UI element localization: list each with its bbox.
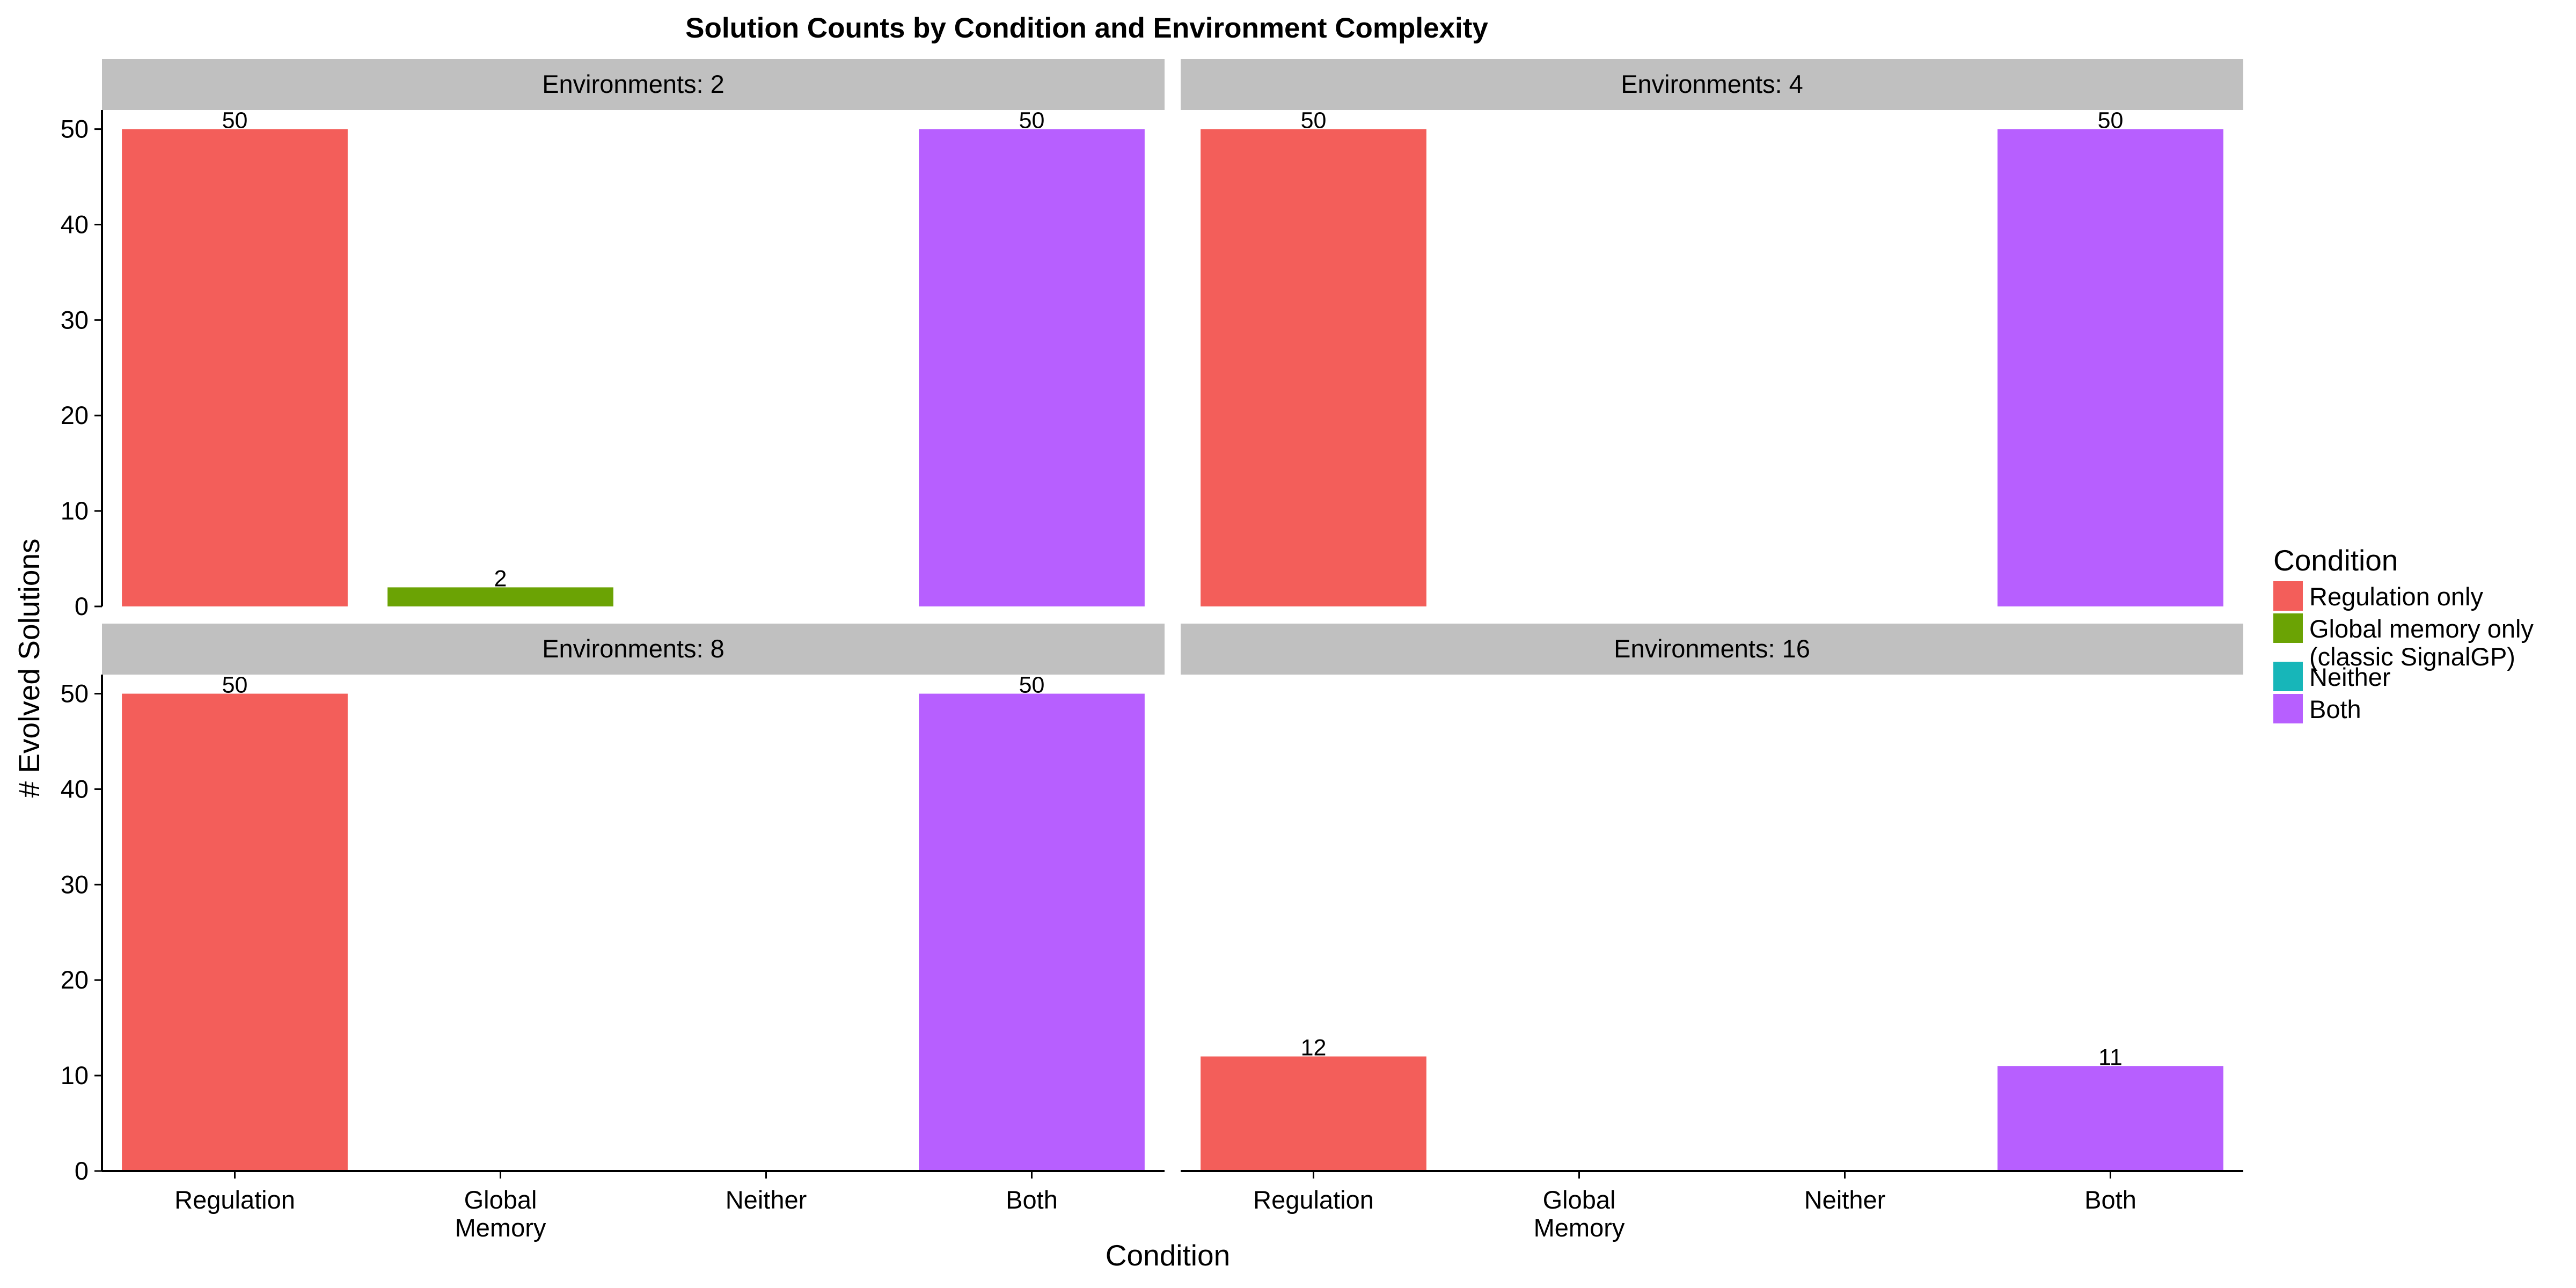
bar-value-label: 50 — [222, 108, 248, 134]
bar — [1997, 1066, 2223, 1171]
facet-panel: Environments: 8 50 50 0 10 20 30 40 50 Regulation… — [61, 624, 1165, 1242]
legend-label: Both — [2309, 695, 2361, 723]
bar — [1201, 129, 1426, 607]
bar — [1997, 129, 2223, 607]
x-tick-label: Neither — [1804, 1185, 1886, 1214]
facet-strip-label: Environments: 4 — [1621, 70, 1803, 98]
x-tick-label: Global Memory — [1534, 1185, 1625, 1242]
facet-panel: Environments: 2 50 2 50 0 10 20 30 40 50 — [61, 59, 1165, 620]
bar — [919, 129, 1145, 607]
legend-item: Neither — [2273, 662, 2391, 691]
y-tick-label: 20 — [61, 965, 89, 994]
bar-value-label: 12 — [1301, 1035, 1327, 1061]
bar-value-label: 50 — [222, 672, 248, 698]
y-tick-label: 50 — [61, 679, 89, 708]
legend-key — [2273, 581, 2303, 611]
y-axis-label: # Evolved Solutions — [12, 538, 46, 797]
legend-label: Neither — [2309, 663, 2391, 691]
bar — [1201, 1056, 1426, 1171]
y-tick-label: 50 — [61, 115, 89, 143]
bar — [919, 693, 1145, 1171]
bar — [122, 693, 348, 1171]
bar-value-label: 50 — [1301, 108, 1327, 134]
legend-label: Global memory only (classic SignalGP) — [2309, 614, 2534, 671]
x-tick-label: Both — [2084, 1185, 2136, 1214]
x-tick-label: Both — [1006, 1185, 1058, 1214]
legend-item: Regulation only — [2273, 581, 2483, 611]
bar-value-label: 50 — [2098, 108, 2124, 134]
facet-strip — [102, 59, 1165, 110]
legend-item: Both — [2273, 694, 2361, 723]
legend-label: Regulation only — [2309, 582, 2483, 611]
y-tick-label: 10 — [61, 1061, 89, 1089]
facet-panel: Environments: 16 12 11 Regulation Global Memo… — [1181, 624, 2243, 1242]
y-tick-label: 10 — [61, 496, 89, 525]
legend-key — [2273, 694, 2303, 723]
bar-value-label: 50 — [1019, 672, 1045, 698]
y-tick-label: 30 — [61, 870, 89, 898]
y-tick-label: 0 — [75, 1157, 89, 1185]
chart-title: Solution Counts by Condition and Environ… — [685, 12, 1488, 44]
facet-strip — [102, 624, 1165, 675]
x-tick-label: Regulation — [1253, 1185, 1374, 1214]
bar-value-label: 50 — [1019, 108, 1045, 134]
legend-key — [2273, 613, 2303, 643]
facet-strip — [1181, 59, 2243, 110]
facet-strip-label: Environments: 2 — [542, 70, 724, 98]
x-tick-label: Regulation — [174, 1185, 295, 1214]
x-tick-label: Global Memory — [455, 1185, 546, 1242]
x-axis-label: Condition — [1106, 1239, 1230, 1272]
legend-key — [2273, 662, 2303, 691]
bar-value-label: 2 — [494, 566, 507, 591]
bar — [387, 587, 613, 606]
facet-panels: Environments: 25025001020304050Environme… — [61, 59, 2243, 1242]
facet-strip-label: Environments: 16 — [1614, 634, 1810, 663]
bar — [122, 129, 348, 607]
y-tick-label: 20 — [61, 401, 89, 429]
y-tick-label: 40 — [61, 774, 89, 803]
y-tick-label: 0 — [75, 592, 89, 620]
y-tick-label: 40 — [61, 210, 89, 238]
bar-value-label: 11 — [2098, 1044, 2123, 1070]
facet-strip — [1181, 624, 2243, 675]
y-tick-label: 30 — [61, 305, 89, 334]
facet-panel: Environments: 4 50 50 — [1181, 59, 2243, 607]
facet-strip-label: Environments: 8 — [542, 634, 724, 663]
legend-title: Condition — [2273, 544, 2398, 577]
legend: Condition Regulation only Global memory on… — [2273, 544, 2534, 723]
legend-item: Global memory only (classic SignalGP) — [2273, 613, 2534, 671]
x-tick-label: Neither — [726, 1185, 807, 1214]
